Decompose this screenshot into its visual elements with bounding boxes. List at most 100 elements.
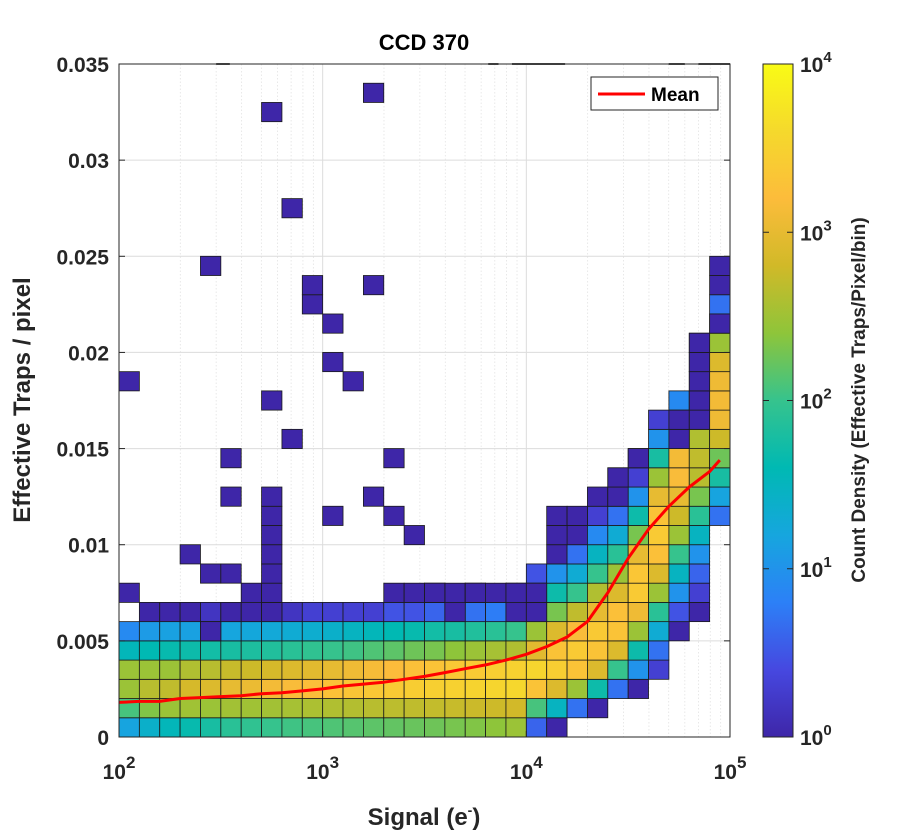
heatmap-cell — [486, 583, 506, 602]
heatmap-cell — [241, 641, 261, 660]
heatmap-cell — [384, 718, 404, 737]
heatmap-cell — [689, 564, 709, 583]
heatmap-cell — [200, 660, 220, 679]
heatmap-cell — [119, 679, 139, 698]
heatmap-cell — [465, 583, 485, 602]
heatmap-cell — [384, 602, 404, 621]
heatmap-cell — [465, 679, 485, 698]
heatmap-cell — [710, 391, 730, 410]
heatmap-cell — [465, 622, 485, 641]
heatmap-cell — [445, 602, 465, 621]
heatmap-cell — [547, 679, 567, 698]
heatmap-cell — [323, 660, 343, 679]
heatmap-cell — [180, 545, 200, 564]
heatmap-cell — [486, 718, 506, 737]
heatmap-cell — [669, 449, 689, 468]
heatmap-cell — [689, 487, 709, 506]
heatmap-cell — [526, 660, 546, 679]
y-tick-label: 0.025 — [56, 246, 109, 269]
heatmap-cell — [689, 506, 709, 525]
heatmap-cell — [567, 641, 587, 660]
heatmap-cell — [282, 622, 302, 641]
heatmap-cell — [506, 699, 526, 718]
heatmap-cell — [567, 660, 587, 679]
heatmap-cell — [160, 602, 180, 621]
heatmap-cell — [526, 679, 546, 698]
heatmap-cell — [710, 333, 730, 352]
heatmap-cell — [689, 429, 709, 448]
heatmap-cell — [425, 583, 445, 602]
heatmap-cell — [221, 622, 241, 641]
heatmap-cell — [343, 622, 363, 641]
heatmap-cell — [710, 295, 730, 314]
heatmap-cell — [608, 525, 628, 544]
heatmap-cell — [608, 622, 628, 641]
heatmap-cell — [669, 525, 689, 544]
heatmap-cell — [445, 718, 465, 737]
heatmap-cell — [343, 679, 363, 698]
heatmap-cell — [608, 506, 628, 525]
y-tick-label: 0.01 — [68, 535, 109, 558]
heatmap-cell — [404, 641, 424, 660]
heatmap-cell — [587, 679, 607, 698]
x-tick-base: 10 — [714, 761, 737, 784]
heatmap-cell — [241, 622, 261, 641]
colorbar-tick-label: 100 — [800, 722, 832, 750]
heatmap-cell — [180, 622, 200, 641]
colorbar-tick-exponent: 3 — [823, 217, 831, 234]
heatmap-cell — [160, 679, 180, 698]
heatmap-cell — [649, 410, 669, 429]
heatmap-cell — [526, 622, 546, 641]
heatmap-cell — [262, 699, 282, 718]
heatmap-cell — [425, 622, 445, 641]
heatmap-cell — [649, 564, 669, 583]
x-axis-label-main: Signal (e — [368, 804, 468, 831]
heatmap-cell — [567, 564, 587, 583]
heatmap-cell — [363, 641, 383, 660]
heatmap-cell — [547, 602, 567, 621]
heatmap-cell — [567, 506, 587, 525]
y-tick-label: 0.035 — [56, 54, 109, 77]
colorbar-tick-label: 104 — [800, 49, 832, 77]
heatmap-cell — [425, 699, 445, 718]
heatmap-cell — [139, 718, 159, 737]
heatmap-cell — [608, 487, 628, 506]
heatmap-cell — [710, 468, 730, 487]
heatmap-cell — [262, 641, 282, 660]
heatmap-cell — [465, 660, 485, 679]
heatmap-cell — [282, 699, 302, 718]
heatmap-cell — [323, 641, 343, 660]
heatmap-cell — [526, 699, 546, 718]
heatmap-cell — [262, 525, 282, 544]
heatmap-cell — [649, 545, 669, 564]
colorbar-label: Count Density (Effective Traps/Pixel/bin… — [849, 217, 870, 582]
colorbar-tick-base: 10 — [800, 559, 823, 582]
heatmap-cell — [710, 256, 730, 275]
heatmap-cell — [262, 487, 282, 506]
heatmap-cell — [363, 487, 383, 506]
heatmap-cell — [425, 679, 445, 698]
heatmap-cell — [425, 602, 445, 621]
heatmap-cell — [180, 679, 200, 698]
heatmap-cell — [221, 449, 241, 468]
heatmap-cell — [689, 449, 709, 468]
heatmap-cell — [241, 699, 261, 718]
heatmap-cell — [689, 391, 709, 410]
heatmap-cell — [445, 583, 465, 602]
heatmap-cell — [404, 699, 424, 718]
heatmap-cell — [343, 641, 363, 660]
heatmap-cell — [608, 679, 628, 698]
heatmap-cell — [200, 718, 220, 737]
heatmap-cell — [262, 391, 282, 410]
heatmap-cell — [262, 602, 282, 621]
heatmap-cell — [323, 602, 343, 621]
heatmap-cell — [323, 622, 343, 641]
heatmap-cell — [669, 410, 689, 429]
heatmap-cell — [262, 583, 282, 602]
heatmap-cell — [384, 506, 404, 525]
heatmap-cell — [282, 199, 302, 218]
heatmap-cell — [710, 276, 730, 295]
heatmap-cell — [547, 660, 567, 679]
heatmap-cell — [649, 641, 669, 660]
heatmap-cell — [567, 602, 587, 621]
